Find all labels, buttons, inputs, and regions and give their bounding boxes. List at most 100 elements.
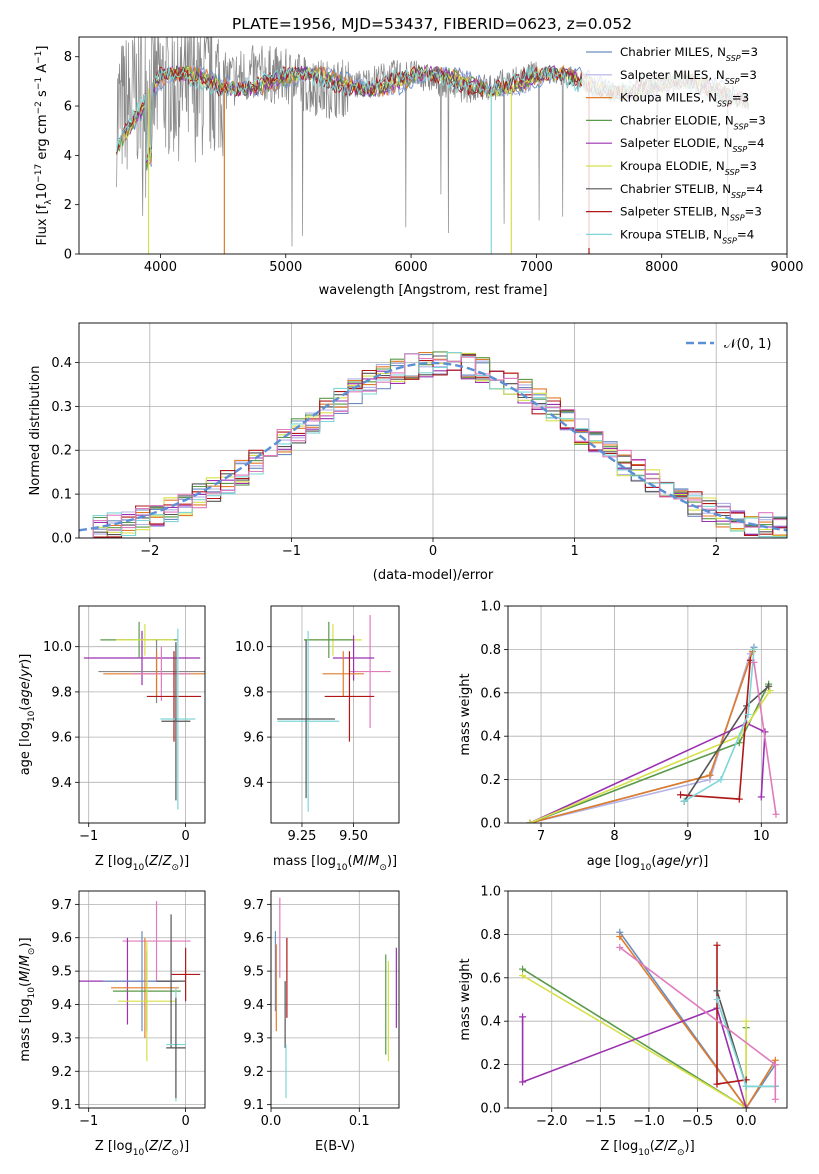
y-tick-label: 9.2 xyxy=(51,1065,72,1080)
legend-label-text: Chabrier STELIB, N xyxy=(620,182,731,196)
y-axis-label: age [log10(age/yr)] xyxy=(18,654,37,776)
y-tick-label: 0.6 xyxy=(480,686,501,701)
label-part: Z [log xyxy=(95,854,133,869)
x-axis-label: E(B-V) xyxy=(315,1139,355,1154)
x-tick-label: −1.5 xyxy=(585,1114,617,1129)
x-tick-label: 0 xyxy=(181,829,189,844)
x-tick-label: −0.5 xyxy=(682,1114,714,1129)
legend-label-sub: SSP xyxy=(725,76,740,85)
label-part: / xyxy=(18,966,33,971)
x-tick-label: 10 xyxy=(753,829,770,844)
label-part: erg cm xyxy=(35,114,50,163)
y-tick-label: 9.6 xyxy=(243,731,264,746)
x-tick-label: 9000 xyxy=(770,260,803,275)
y-tick-label: 0.2 xyxy=(51,444,72,459)
weight-line xyxy=(522,974,747,1108)
y-tick-label: 0 xyxy=(64,248,72,263)
label-part: ⊙ xyxy=(171,863,179,873)
label-part: 10 xyxy=(133,1148,145,1158)
plot-area-age_vs_Z xyxy=(79,606,205,823)
y-tick-label: 10.0 xyxy=(235,640,264,655)
weight-line xyxy=(521,1007,747,1108)
x-tick-label: 2 xyxy=(712,544,720,559)
legend-label-sub: SSP xyxy=(725,168,740,177)
legend-label-sub: SSP xyxy=(734,122,749,131)
y-tick-label: 4 xyxy=(64,149,72,164)
x-tick-label: 6000 xyxy=(395,260,428,275)
label-part: ( xyxy=(144,854,149,869)
plot-area-weight_vs_age xyxy=(508,606,787,823)
label-part: mass [log xyxy=(273,854,336,869)
x-tick-label: 1 xyxy=(570,544,578,559)
y-tick-label: 9.8 xyxy=(243,685,264,700)
x-tick-label: 9 xyxy=(684,829,692,844)
y-axis-label: mass weight xyxy=(458,673,473,755)
legend-label: Kroupa MILES, NSSP=3 xyxy=(620,91,749,109)
label-part: / xyxy=(364,854,369,869)
x-tick-label: −1.0 xyxy=(633,1114,665,1129)
legend-label-value: =3 xyxy=(745,205,762,219)
x-tick-label: 9.50 xyxy=(339,829,368,844)
label-part: / xyxy=(664,1139,669,1154)
y-tick-label: 0.4 xyxy=(51,356,72,371)
x-axis-label: mass [log10(M/M⊙)] xyxy=(273,854,397,873)
label-part: Z xyxy=(654,1139,665,1154)
x-tick-label: −1 xyxy=(282,544,301,559)
panel-mass_vs_Z: −1 09.19.29.39.49.59.69.7Z [log10(Z/Z⊙)]m… xyxy=(18,890,206,1158)
x-axis-label: Z [log10(Z/Z⊙)] xyxy=(95,1139,189,1158)
label-part: Z xyxy=(162,854,173,869)
legend-label-value: =3 xyxy=(739,68,756,82)
x-tick-label: 8000 xyxy=(645,260,678,275)
y-tick-label: 1.0 xyxy=(480,885,501,900)
y-tick-label: 0.0 xyxy=(480,817,501,832)
panel-weight_vs_Z: −2.0 −1.5 −1.0 −0.5 0.0 0.0 0.2 0.4 0.6 0.8 1.0 Z [… xyxy=(458,885,788,1158)
axes-frame xyxy=(507,605,788,824)
legend-label-text: Salpeter MILES, N xyxy=(620,68,725,82)
y-tick-label: 9.1 xyxy=(243,1098,264,1113)
label-part: ⊙ xyxy=(379,863,387,873)
label-part: )] xyxy=(18,937,33,947)
y-tick-label: 9.7 xyxy=(51,898,72,913)
legend-label-text: Chabrier ELODIE, N xyxy=(620,113,734,127)
legend-label: Kroupa ELODIE, NSSP=3 xyxy=(620,159,757,177)
plot-area-age_vs_mass xyxy=(271,606,399,823)
label-part: ⊙ xyxy=(27,948,37,956)
y-tick-label: 10.0 xyxy=(43,640,72,655)
legend-label-text: Kroupa MILES, N xyxy=(620,91,717,105)
y-tick-label: 9.3 xyxy=(51,1031,72,1046)
legend-box xyxy=(582,43,782,248)
legend: 𝒩(0, 1) xyxy=(686,337,771,352)
y-tick-label: 9.4 xyxy=(243,998,264,1013)
legend-label-value: =4 xyxy=(737,227,754,241)
legend-label: Salpeter MILES, NSSP=3 xyxy=(620,68,757,86)
label-part: age xyxy=(18,681,33,705)
legend-label-value: =4 xyxy=(746,182,763,196)
legend-label: Salpeter STELIB, NSSP=3 xyxy=(620,205,762,223)
x-tick-label: 9.25 xyxy=(287,829,316,844)
label-part: 10 xyxy=(35,183,50,200)
legend-label: Salpeter ELODIE, NSSP=4 xyxy=(620,136,765,154)
x-tick-label: 0.0 xyxy=(736,1114,757,1129)
plot-area-mass_vs_EBV xyxy=(271,891,399,1108)
label-part: −1 xyxy=(34,77,44,90)
figure-title: PLATE=1956, MJD=53437, FIBERID=0623, z=0… xyxy=(232,15,632,33)
label-part: mass [log xyxy=(18,998,33,1061)
y-tick-label: 0.1 xyxy=(51,488,72,503)
legend-label-value: =3 xyxy=(732,91,749,105)
axes-frame xyxy=(270,605,400,824)
label-part: ( xyxy=(18,982,33,987)
y-axis-label: mass weight xyxy=(458,958,473,1040)
x-tick-label: 5000 xyxy=(269,260,302,275)
label-part: λ xyxy=(44,199,54,205)
y-tick-label: 8 xyxy=(64,50,72,65)
label-part: s xyxy=(35,90,50,101)
weight-line xyxy=(619,936,776,1108)
label-part: ( xyxy=(651,854,656,869)
x-axis-label: Z [log10(Z/Z⊙)] xyxy=(600,1139,694,1158)
label-part: Z xyxy=(162,1139,173,1154)
